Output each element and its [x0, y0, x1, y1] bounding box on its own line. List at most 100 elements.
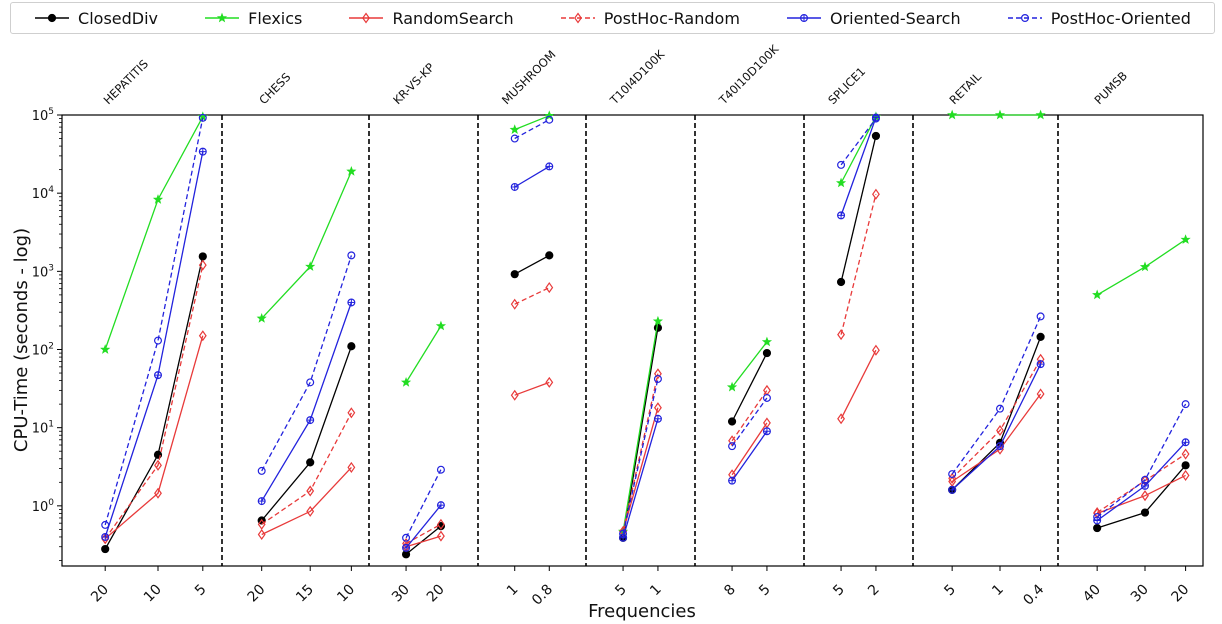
legend-swatch — [35, 13, 70, 23]
data-point — [435, 320, 447, 331]
data-point — [1035, 109, 1046, 120]
data-point — [198, 252, 207, 261]
series-line — [261, 346, 353, 521]
data-point — [545, 251, 554, 260]
data-point — [306, 505, 315, 517]
data-point — [257, 497, 266, 506]
data-point — [1181, 448, 1190, 460]
series-line — [1096, 453, 1186, 514]
panel-title: KR-VS-KP — [390, 60, 437, 107]
series-line — [514, 115, 550, 131]
x-tick-label: 1 — [647, 582, 665, 600]
data-point — [837, 329, 845, 341]
data-point — [510, 389, 519, 401]
data-point — [654, 402, 662, 414]
x-tick-label: 30 — [389, 582, 413, 606]
y-tick-label: 103 — [32, 263, 54, 280]
data-point — [305, 261, 316, 271]
data-point — [837, 160, 846, 169]
data-point — [153, 450, 163, 459]
chart-legend: ClosedDiv Flexics RandomSearch PostHoc-Rand… — [10, 2, 1215, 34]
data-point — [948, 470, 957, 479]
data-point — [1181, 461, 1190, 470]
data-point — [1181, 400, 1190, 409]
series-line — [261, 412, 352, 525]
series-line — [840, 118, 877, 166]
series-line — [104, 116, 204, 350]
y-tick-label: 100 — [32, 498, 55, 515]
panel-title: CHESS — [256, 70, 293, 107]
series-line — [405, 523, 442, 545]
data-point — [727, 417, 737, 426]
series-line — [840, 349, 877, 420]
series-line — [405, 325, 442, 383]
data-point — [1092, 289, 1103, 300]
legend-marker — [573, 12, 582, 24]
data-point — [347, 251, 356, 260]
data-point — [619, 529, 628, 538]
data-point — [400, 376, 412, 387]
legend-label: Flexics — [248, 8, 303, 28]
data-point — [101, 544, 110, 554]
legend-swatch — [349, 12, 384, 24]
series-line — [622, 378, 659, 534]
legend-marker — [217, 12, 228, 23]
series-line — [622, 418, 659, 538]
series-line — [405, 504, 442, 549]
data-point — [545, 282, 554, 294]
data-point — [871, 131, 881, 141]
data-point — [1141, 490, 1149, 502]
x-tick-label: 20 — [245, 582, 269, 606]
data-point — [101, 520, 110, 529]
panel-title: T40I10D100K — [716, 42, 782, 108]
x-tick-label: 5 — [756, 582, 774, 600]
series-line — [951, 358, 1042, 479]
y-tick-label: 102 — [32, 342, 54, 359]
series-line — [104, 256, 204, 550]
y-axis-label: CPU-Time (seconds - log) — [11, 228, 32, 452]
data-point — [948, 485, 957, 494]
panel-title: SPLICE1 — [825, 64, 868, 107]
legend-swatch — [205, 12, 240, 23]
legend-label: PostHoc-Random — [603, 8, 740, 28]
legend-item: Flexics — [204, 9, 302, 28]
x-tick-label: 5 — [830, 582, 848, 600]
series-line — [104, 264, 204, 540]
data-point — [835, 177, 847, 188]
data-point — [653, 323, 663, 332]
series-line — [622, 407, 659, 532]
data-point — [837, 413, 845, 425]
x-tick-label: 15 — [293, 582, 317, 606]
data-point — [402, 533, 411, 542]
data-point — [510, 298, 519, 310]
data-point — [347, 461, 356, 473]
series-line — [840, 194, 877, 335]
data-point — [653, 414, 662, 423]
data-point — [653, 374, 662, 383]
panel-title: PUMSB — [1092, 69, 1131, 108]
panel-title: RETAIL — [947, 69, 985, 107]
data-point — [728, 442, 737, 451]
y-tick-label: 101 — [32, 420, 54, 437]
data-point — [402, 543, 411, 552]
data-point — [1036, 360, 1045, 369]
data-point — [510, 182, 519, 191]
data-point — [198, 259, 207, 271]
series-line — [261, 302, 353, 502]
data-point — [436, 465, 445, 474]
data-point — [152, 194, 164, 204]
x-tick-label: 1 — [989, 582, 1007, 600]
data-point — [654, 368, 662, 380]
series-line — [405, 525, 442, 555]
data-point — [544, 110, 555, 121]
data-point — [257, 528, 266, 541]
legend-item: PostHoc-Random — [560, 9, 740, 28]
series-line — [731, 430, 768, 482]
x-tick-label: 20 — [88, 582, 112, 606]
x-tick-label: 20 — [1169, 582, 1193, 606]
data-point — [947, 109, 958, 120]
data-point — [762, 393, 771, 402]
series-line — [731, 397, 768, 447]
x-tick-label: 0.4 — [1020, 581, 1047, 608]
series-line — [622, 327, 659, 538]
